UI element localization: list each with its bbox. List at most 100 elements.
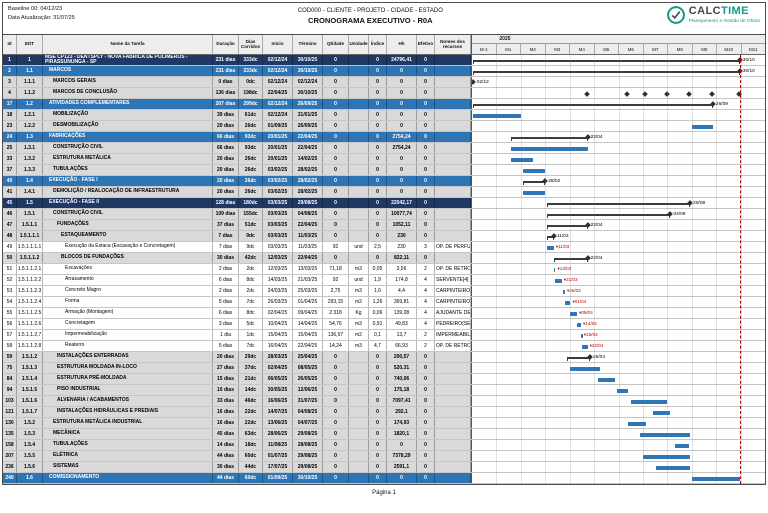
timeline-month-label: M6 bbox=[618, 44, 643, 54]
cell-hh: 0 bbox=[387, 121, 417, 131]
cell-qtidade: 92 bbox=[323, 275, 349, 285]
cell-inicio: 03/03/25 bbox=[263, 209, 293, 219]
table-row: 158 1.5.4 TUBULAÇÕES 14 dias 18dc 11/08/… bbox=[3, 440, 765, 451]
row-cells: 58 1.5.1.1.2.8 Reaterro 5 dias 7dc 16/04… bbox=[3, 341, 471, 351]
cell-duration: 16 dias bbox=[213, 407, 239, 417]
cell-hh: 740,06 bbox=[387, 374, 417, 384]
summary-bar bbox=[546, 213, 671, 218]
gantt-row bbox=[471, 418, 765, 428]
cell-indice: 0 bbox=[369, 198, 387, 208]
gantt-row: ▾14/04 bbox=[471, 319, 765, 329]
gantt-row: 11/03 bbox=[471, 231, 765, 241]
cell-hh: 175,18 bbox=[387, 385, 417, 395]
cell-task-name: MARCOS DE CONCLUSÃO bbox=[43, 88, 213, 98]
cell-dias-corridos: 333dc bbox=[239, 66, 263, 76]
cell-unidade bbox=[349, 77, 369, 87]
cell-id: 103 bbox=[3, 396, 17, 406]
gantt-row: ▾11/03 bbox=[471, 242, 765, 252]
cell-inicio: 02/12/24 bbox=[263, 77, 293, 87]
cell-task-name: ESTRUTURA MOLDADA IN-LOCO bbox=[43, 363, 213, 373]
milestone-diamond bbox=[584, 90, 590, 97]
cell-unidade bbox=[349, 385, 369, 395]
gantt-row bbox=[471, 385, 765, 395]
cell-id: 58 bbox=[3, 341, 17, 351]
cell-id: 47 bbox=[3, 220, 17, 230]
cell-indice: 0 bbox=[369, 143, 387, 153]
cell-unidade bbox=[349, 187, 369, 197]
cell-termino: 11/03/25 bbox=[293, 242, 323, 252]
table-row: 94 1.5.1.5 PISO INDUSTRIAL 10 dias 14dc … bbox=[3, 385, 765, 396]
bar-date-label: 29/08 bbox=[693, 201, 706, 206]
logo-time-text: TIME bbox=[720, 5, 749, 18]
timeline-month-label: M-1 bbox=[479, 46, 488, 52]
cell-recursos: OP. DE RETRO bbox=[436, 341, 471, 351]
cell-duration: 66 dias bbox=[213, 132, 239, 142]
cell-dias-corridos: 61dc bbox=[239, 110, 263, 120]
task-bar bbox=[628, 421, 647, 426]
row-cells: 53 1.5.1.1.2.3 Concreto Magro 2 dias 2dc… bbox=[3, 286, 471, 296]
cell-inicio: 11/08/25 bbox=[263, 440, 293, 450]
cell-efetivo: 0 bbox=[417, 363, 435, 373]
cell-duration: 2 dias bbox=[213, 286, 239, 296]
logo-text: CALCTIME Planejamento e Gestão de Obras bbox=[689, 6, 760, 24]
cell-indice: 0 bbox=[369, 165, 387, 175]
task-bar bbox=[576, 322, 582, 327]
cell-efetivo: 4 bbox=[417, 308, 435, 318]
cell-termino: 12/06/25 bbox=[293, 385, 323, 395]
cell-indice: 0 bbox=[369, 473, 387, 483]
cell-duration: 3 dias bbox=[213, 319, 239, 329]
cell-inicio: 03/02/25 bbox=[263, 187, 293, 197]
cell-efetivo: 2 bbox=[417, 341, 435, 351]
cell-dias-corridos: 63dc bbox=[239, 429, 263, 439]
timeline-month-label: M2 bbox=[520, 44, 545, 54]
cell-termino: 04/07/25 bbox=[293, 418, 323, 428]
gantt-row bbox=[471, 187, 765, 197]
cell-edt: 1.3.2 bbox=[17, 154, 43, 164]
cell-recursos: SERVENTE[4] bbox=[435, 275, 471, 285]
row-cells: 103 1.5.1.6 ALVENARIA / ACABAMENTOS 33 d… bbox=[3, 396, 471, 406]
table-row: 33 1.3.2 ESTRUTURA METÁLICA 20 dias 26dc… bbox=[3, 154, 765, 165]
cell-recursos: IMPERMEABIL bbox=[436, 330, 471, 340]
cell-id: 33 bbox=[3, 154, 17, 164]
cell-id: 130 bbox=[3, 418, 17, 428]
cell-termino: 22/04/25 bbox=[293, 143, 323, 153]
cell-hh: 822,11 bbox=[387, 253, 417, 263]
cell-edt: 1.5.1.1.1.1 bbox=[17, 242, 43, 252]
cell-dias-corridos: 8dc bbox=[239, 275, 263, 285]
table-row: 59 1.5.1.2 INSTALAÇÕES ENTERRADAS 20 dia… bbox=[3, 352, 765, 363]
cell-inicio: 28/06/25 bbox=[263, 429, 293, 439]
cell-indice: 0 bbox=[369, 176, 387, 186]
cell-qtidade: 0 bbox=[323, 165, 349, 175]
row-cells: 56 1.5.1.1.2.6 Concretagem 3 dias 5dc 10… bbox=[3, 319, 471, 329]
cell-qtidade: 0 bbox=[323, 132, 349, 142]
cell-unidade bbox=[349, 176, 369, 186]
cell-dias-corridos: 1dc bbox=[239, 330, 263, 340]
cell-task-name: Concreto Magro bbox=[43, 286, 213, 296]
table-row: 207 1.5.5 ELÉTRICA 44 dias 60dc 01/07/25… bbox=[3, 451, 765, 462]
cell-id: 48 bbox=[3, 231, 17, 241]
baseline-annotation: ▾15/04 bbox=[583, 332, 598, 337]
cell-inicio: 02/04/25 bbox=[263, 363, 293, 373]
cell-efetivo: 0 bbox=[417, 176, 435, 186]
cell-termino: 22/04/25 bbox=[293, 132, 323, 142]
cell-task-name: BLOCOS DE FUNDAÇÕES bbox=[43, 253, 213, 263]
baseline-annotation: ▾21/03 bbox=[563, 277, 578, 282]
baseline-annotation: ▾22/04 bbox=[589, 343, 604, 348]
task-bar bbox=[691, 476, 740, 481]
cell-termino: 04/08/25 bbox=[293, 407, 323, 417]
cell-indice: 4,7 bbox=[369, 341, 387, 351]
cell-dias-corridos: 2dc bbox=[239, 264, 263, 274]
cell-duration: 20 dias bbox=[213, 352, 239, 362]
task-bar bbox=[522, 168, 546, 173]
task-bar bbox=[553, 267, 556, 272]
cell-unidade bbox=[349, 231, 369, 241]
cell-id: 25 bbox=[3, 143, 17, 153]
cell-efetivo: 4 bbox=[417, 286, 435, 296]
cell-edt: 1.5.1.1.2.2 bbox=[17, 275, 43, 285]
cell-hh: 0 bbox=[387, 154, 417, 164]
cell-id: 158 bbox=[3, 440, 17, 450]
table-row: 51 1.5.1.1.2.1 Escavações 2 dias 2dc 12/… bbox=[3, 264, 765, 275]
cell-recursos bbox=[435, 187, 471, 197]
timeline-month-label: M1 bbox=[495, 44, 521, 54]
cell-dias-corridos: 18dc bbox=[239, 440, 263, 450]
